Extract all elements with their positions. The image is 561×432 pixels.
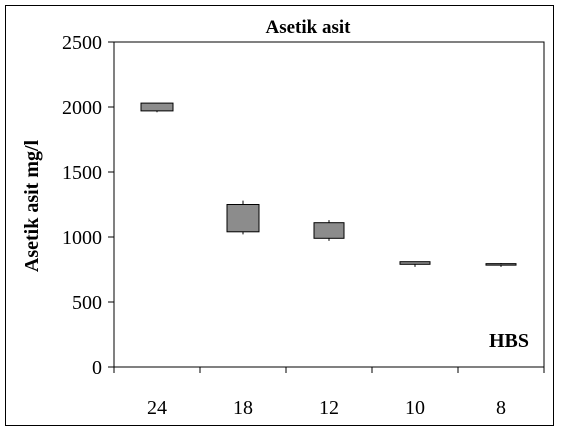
y-tick-label: 1000 <box>62 227 102 249</box>
hbs-annotation: HBS <box>489 330 529 352</box>
y-tick-label: 500 <box>72 292 102 314</box>
x-tick-label: 10 <box>405 397 425 419</box>
box-12 <box>313 222 345 239</box>
x-tick-label: 24 <box>147 397 167 419</box>
y-tick-label: 0 <box>92 357 102 379</box>
chart-title: Asetik asit <box>266 17 352 38</box>
x-tick-label: 12 <box>319 397 339 419</box>
chart-frame <box>5 5 554 426</box>
box-24 <box>140 102 174 112</box>
x-tick-label: 18 <box>233 397 253 419</box>
plot-area: 0 500 1000 1500 2000 2500 24 18 12 10 8 <box>62 32 545 419</box>
y-axis-label: Asetik asit mg/l <box>21 139 43 272</box>
box-10 <box>399 261 431 265</box>
box-18 <box>226 204 260 233</box>
plot-border <box>113 41 545 368</box>
x-tick-label: 8 <box>496 397 506 419</box>
y-tick-label: 1500 <box>62 162 102 184</box>
y-tick-label: 2000 <box>62 97 102 119</box>
box-8 <box>485 263 517 266</box>
y-tick-label: 2500 <box>62 32 102 54</box>
